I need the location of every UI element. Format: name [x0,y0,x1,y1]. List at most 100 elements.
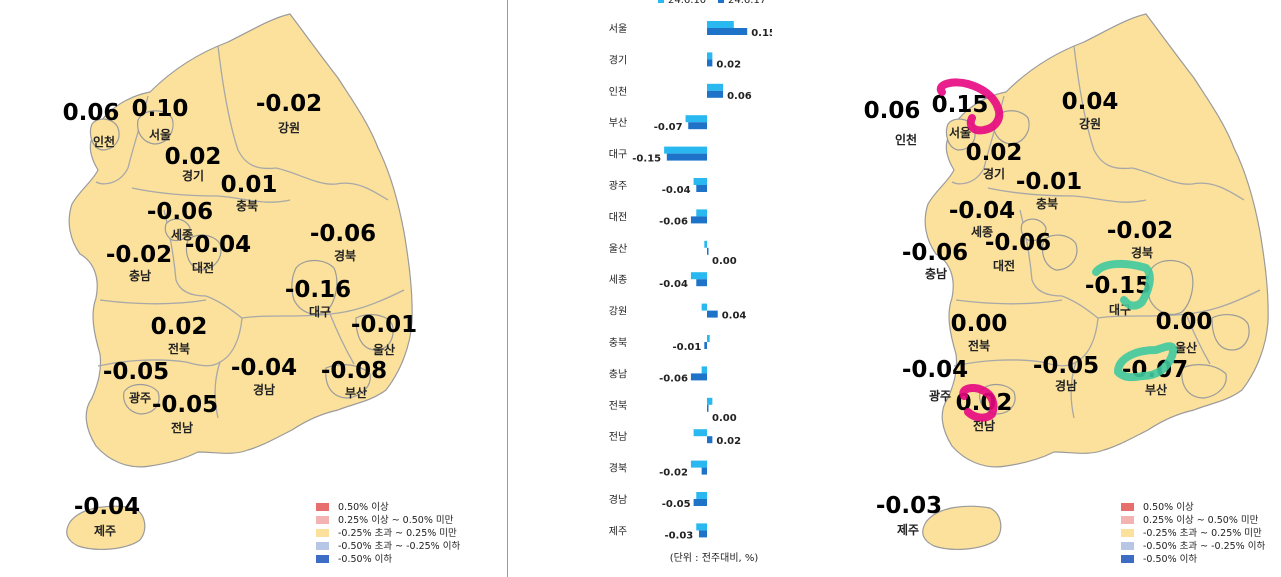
province-border [1131,167,1245,201]
province-border [99,299,207,305]
region-name-label: 충북 [1036,196,1058,211]
region-name-label: 경남 [1055,378,1077,393]
region-value-label: -0.06 [310,221,376,247]
region-value-label: 0.15 [932,92,989,118]
metro-city-outline [137,110,174,145]
metro-city-outline [185,234,222,271]
bar-curr-week [707,436,713,444]
bar-curr-week [688,122,707,130]
bar-prev-week [707,52,713,60]
province-border [97,359,221,367]
metro-city-outline [164,218,191,242]
province-border [1073,45,1133,170]
legend-label: -0.25% 초과 ~ 0.25% 미만 [338,528,457,539]
metro-city-outline [1041,234,1078,271]
previous-week-map: 0.10서울0.02경기0.06인천-0.08부산-0.16대구-0.05광주-… [63,13,460,565]
region-name-label: 제주 [94,524,116,538]
region-name-label: 울산 [373,342,395,357]
category-label: 대전 [609,211,627,223]
bar-curr-week [696,279,707,287]
metro-city-outline [1147,259,1194,315]
region-value-label: 0.00 [951,311,1008,337]
legend-label: -0.50% 이하 [338,553,392,565]
bar-value-label: -0.05 [662,499,691,510]
region-value-label: -0.06 [985,230,1051,256]
region-name-label: 대전 [993,258,1015,273]
region-value-label: -0.01 [351,312,417,338]
region-value-label: 0.10 [132,96,189,122]
bar-curr-week [693,499,707,506]
legend-swatch [316,542,329,550]
region-value-label: -0.03 [876,493,942,519]
category-label: 광주 [609,180,627,192]
bar-prev-week [707,335,710,342]
region-value-label: 0.00 [1156,309,1213,335]
region-name-label: 광주 [929,388,951,403]
province-border [1097,289,1261,319]
region-name-label: 인천 [93,134,115,149]
region-value-label: -0.04 [902,357,968,383]
category-label: 경북 [609,462,627,475]
bar-value-label: -0.03 [664,530,693,541]
legend-swatch [316,516,329,524]
region-name-label: 경남 [253,382,275,397]
metro-city-outline [123,383,160,415]
region-name-label: 세종 [171,227,193,242]
region-value-label: -0.04 [74,494,140,520]
bar-value-label: 0.04 [722,311,747,322]
korea-map-shape [922,13,1269,550]
bar-value-label: 0.02 [716,59,741,70]
region-name-label: 제주 [897,523,919,537]
province-border [955,299,1063,305]
category-label: 강원 [609,306,627,318]
category-label: 전남 [609,431,627,443]
legend-label-prev: 24.6.10 [668,0,706,6]
region-value-label: -0.06 [902,240,968,266]
region-value-label: -0.15 [1085,273,1151,299]
bar-value-label: -0.15 [632,154,661,165]
region-name-label: 경북 [1131,246,1153,260]
category-label: 제주 [609,525,627,537]
bar-prev-week [696,492,707,499]
region-name-label: 전남 [171,420,193,435]
region-value-label: 0.06 [63,100,120,126]
bar-prev-week [664,146,707,154]
category-label: 경남 [609,493,627,506]
region-value-label: -0.05 [152,392,218,418]
legend-label: 0.50% 이상 [1143,502,1194,513]
region-value-label: 0.02 [966,140,1023,166]
category-label: 대구 [609,149,627,161]
region-value-label: -0.02 [256,91,322,117]
bar-value-label: -0.06 [659,373,688,384]
metro-city-outline [325,364,371,399]
region-name-label: 부산 [345,385,367,400]
province-border [131,187,291,203]
bar-value-label: 0.06 [727,91,752,102]
jeju-island-shape [922,505,1002,550]
bar-curr-week [704,342,707,349]
region-value-label: 0.04 [1062,89,1119,115]
panel-divider [507,0,508,577]
region-value-label: -0.04 [949,198,1015,224]
region-value-label: -0.04 [185,232,251,258]
bar-prev-week [693,429,707,437]
bar-value-label: 0.00 [712,256,737,267]
region-name-label: 서울 [149,127,171,142]
province-border [1061,295,1099,319]
region-name-label: 강원 [1079,117,1101,131]
bar-curr-week [666,153,707,161]
category-label: 경기 [609,53,627,66]
region-name-label: 전북 [968,338,990,353]
jeju-island-shape [66,505,146,550]
highlight-mark-seoul [936,78,1004,135]
bar-prev-week [690,460,707,468]
category-label: 충북 [609,337,627,349]
bar-prev-week [704,240,707,248]
bar-prev-week [690,272,707,280]
category-label: 인천 [609,86,627,98]
region-value-label: 0.01 [221,172,278,198]
korea-map-shape [66,13,413,550]
bar-prev-week [685,115,707,123]
metro-city-outline [1181,364,1227,399]
bar-curr-week [707,59,713,67]
